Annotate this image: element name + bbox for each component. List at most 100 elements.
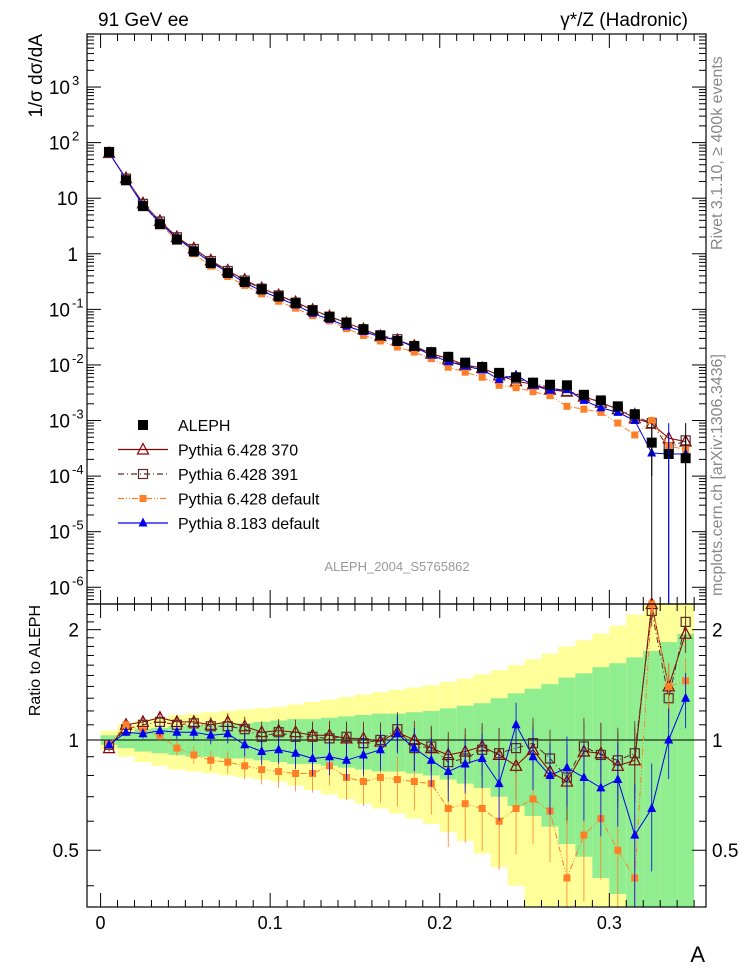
data-point (171, 234, 182, 245)
main-point-pdef (614, 419, 622, 427)
data-point (205, 258, 216, 269)
ratio-point-pdef (478, 804, 486, 812)
main-point-p8 (596, 402, 606, 412)
ratio-point-p8 (138, 728, 148, 738)
ratio-point-p8 (545, 769, 555, 779)
data-point (595, 395, 606, 406)
main-point-pdef (580, 405, 588, 413)
main-point-pdef (393, 343, 401, 351)
ratio-point-p8 (104, 739, 114, 749)
y-tick-label: 10 (49, 412, 70, 433)
ratio-point-pdef (359, 778, 367, 786)
legend-marker (137, 468, 149, 480)
ratio-point-pdef (563, 874, 571, 882)
legend-label: Pythia 6.428 391 (178, 467, 298, 484)
ratio-point-p8 (613, 773, 623, 783)
legend-label: Pythia 6.428 370 (178, 443, 298, 460)
ratio-point-pdef (207, 756, 215, 764)
ratio-point-p8 (443, 766, 453, 776)
y-tick-label: 10 (49, 300, 70, 321)
ratio-point-p8 (325, 751, 335, 761)
ratio-point-p8 (528, 751, 538, 761)
data-point (239, 277, 250, 288)
ratio-point-p391 (629, 748, 640, 759)
ratio-point-pdef (461, 800, 469, 808)
main-point-pdef (512, 384, 520, 392)
data-point (154, 219, 165, 230)
main-point-pdef (529, 388, 537, 396)
data-point (256, 284, 267, 295)
data-point (460, 357, 471, 368)
ratio-point-p8 (155, 725, 165, 735)
ratio-point-pdef (393, 775, 401, 783)
ratio-point-p391 (341, 731, 352, 742)
ratio-point-p8 (172, 726, 182, 736)
x-tick-label: 0.1 (258, 913, 283, 933)
ratio-y-tick-label-left: 2 (68, 621, 79, 642)
main-point-p8 (494, 373, 504, 383)
data-point (104, 146, 115, 157)
ratio-point-p8 (579, 771, 589, 781)
legend-entry-data: ALEPH (138, 418, 230, 435)
legend-label: Pythia 8.183 default (178, 516, 320, 533)
ratio-y-tick-label-left: 0.5 (53, 841, 79, 862)
series-layer (102, 145, 693, 907)
rivet-label: Rivet 3.1.10, ≥ 400k events (709, 56, 726, 250)
data-point (494, 367, 505, 378)
y-tick-exponent: -4 (72, 462, 84, 477)
ratio-point-pdef (224, 758, 232, 766)
ratio-point-p8 (630, 829, 640, 839)
ratio-point-pdef (258, 766, 266, 774)
ratio-point-p391 (307, 731, 318, 742)
ratio-y-tick-label-right: 2 (712, 621, 723, 642)
ratio-point-pdef (614, 846, 622, 854)
legend-label: ALEPH (178, 418, 230, 435)
main-line-pdef (108, 152, 686, 451)
data-point (511, 372, 522, 383)
mcplots-label: mcplots.cern.ch [arXiv:1306.3436] (709, 354, 726, 596)
data-point (121, 175, 132, 186)
data-point (324, 311, 335, 322)
ratio-y-tick-label-left: 1 (68, 731, 79, 752)
ratio-point-p8 (409, 742, 419, 752)
main-series-data (104, 146, 691, 604)
x-tick-label: 0 (96, 913, 106, 933)
ratio-y-tick-label-right: 0.5 (712, 841, 738, 862)
ratio-point-pdef (410, 778, 418, 786)
main-point-pdef (495, 381, 503, 389)
data-point (426, 347, 437, 358)
main-point-pdef (410, 348, 418, 356)
legend-entry-pdef: Pythia 6.428 default (118, 492, 320, 509)
legend-marker (138, 517, 148, 527)
ratio-point-pdef (376, 773, 384, 781)
data-point (578, 389, 589, 400)
main-point-pdef (376, 337, 384, 345)
legend-entry-p8: Pythia 8.183 default (118, 516, 320, 533)
ratio-point-pdef (580, 831, 588, 839)
ratio-point-p8 (341, 754, 351, 764)
data-point (528, 377, 539, 388)
y-tick-label: 10 (49, 356, 70, 377)
ratio-point-p8 (426, 754, 436, 764)
ratio-y-axis-label: Ratio to ALEPH (27, 605, 44, 716)
data-point (612, 401, 623, 412)
data-point (375, 330, 386, 341)
ratio-point-p391 (680, 616, 691, 627)
ratio-point-p8 (189, 726, 199, 736)
ratio-point-pdef (292, 769, 300, 777)
ratio-point-pdef (241, 762, 249, 770)
y-tick-exponent: 3 (72, 73, 79, 88)
main-point-pdef (359, 331, 367, 339)
ratio-y-tick-label-right: 1 (712, 731, 723, 752)
legend-marker (139, 495, 147, 502)
y-tick-exponent: 2 (72, 129, 79, 144)
y-tick-label: 10 (49, 78, 70, 99)
watermark: ALEPH_2004_S5765862 (324, 559, 469, 574)
y-tick-exponent: -6 (72, 573, 84, 588)
ratio-point-pdef (529, 795, 537, 803)
main-point-pdef (461, 368, 469, 376)
ratio-point-p8 (206, 729, 216, 739)
y-tick-label: 10 (49, 578, 70, 599)
data-point (188, 246, 199, 257)
